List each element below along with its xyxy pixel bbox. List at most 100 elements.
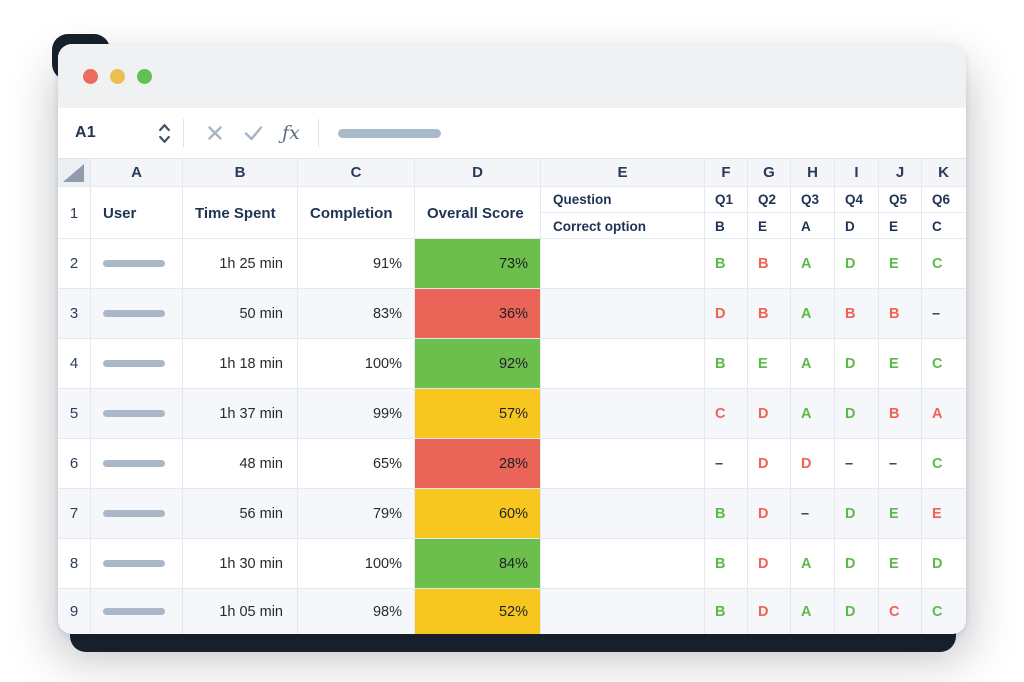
row-number[interactable]: 1: [58, 187, 91, 239]
user-cell[interactable]: [91, 589, 183, 634]
name-box-stepper-icon[interactable]: [158, 122, 171, 145]
answer-q4-cell[interactable]: D: [835, 489, 879, 538]
answer-q1-cell[interactable]: D: [705, 289, 748, 338]
completion-cell[interactable]: 91%: [298, 239, 415, 288]
row-number[interactable]: 3: [58, 289, 91, 338]
answer-q6-cell[interactable]: –: [932, 305, 941, 322]
time-spent-cell[interactable]: 1h 37 min: [183, 389, 298, 438]
answer-q5-cell[interactable]: E: [879, 239, 922, 288]
overall-score-cell[interactable]: 57%: [415, 389, 541, 438]
minimize-window-button[interactable]: [110, 68, 125, 84]
row-number[interactable]: 4: [58, 339, 91, 388]
overall-score-cell[interactable]: 28%: [415, 439, 541, 488]
overall-score-cell[interactable]: 52%: [415, 589, 541, 634]
notes-cell[interactable]: [541, 239, 705, 288]
answer-q3-cell[interactable]: –: [791, 489, 835, 538]
column-header-A[interactable]: A: [91, 159, 183, 186]
notes-cell[interactable]: [541, 289, 705, 338]
column-header-K[interactable]: K: [938, 164, 949, 181]
question-column-Q3[interactable]: Q3 A: [791, 187, 835, 239]
answer-q6-cell[interactable]: C: [932, 603, 943, 620]
completion-cell[interactable]: 65%: [298, 439, 415, 488]
close-window-button[interactable]: [83, 68, 98, 84]
answer-q3-cell[interactable]: D: [791, 439, 835, 488]
answer-q6-cell[interactable]: D: [932, 555, 943, 572]
answer-q1-cell[interactable]: B: [705, 589, 748, 634]
completion-cell[interactable]: 99%: [298, 389, 415, 438]
user-cell[interactable]: [91, 539, 183, 588]
question-column-Q2[interactable]: Q2 E: [748, 187, 791, 239]
time-spent-cell[interactable]: 50 min: [183, 289, 298, 338]
column-header-D[interactable]: D: [415, 159, 541, 186]
answer-q2-cell[interactable]: D: [748, 589, 791, 634]
notes-cell[interactable]: [541, 489, 705, 538]
column-header-J[interactable]: J: [879, 159, 922, 186]
answer-q1-cell[interactable]: C: [705, 389, 748, 438]
completion-cell[interactable]: 83%: [298, 289, 415, 338]
answer-q4-cell[interactable]: D: [835, 589, 879, 634]
answer-q5-cell[interactable]: E: [879, 339, 922, 388]
notes-cell[interactable]: [541, 339, 705, 388]
formula-input-placeholder[interactable]: [337, 128, 441, 138]
answer-q5-cell[interactable]: E: [879, 539, 922, 588]
answer-q6-cell[interactable]: C: [932, 455, 943, 472]
answer-q1-cell[interactable]: B: [705, 339, 748, 388]
notes-cell[interactable]: [541, 589, 705, 634]
completion-cell[interactable]: 98%: [298, 589, 415, 634]
completion-cell[interactable]: 100%: [298, 339, 415, 388]
overall-score-cell[interactable]: 60%: [415, 489, 541, 538]
time-spent-cell[interactable]: 1h 30 min: [183, 539, 298, 588]
answer-q2-cell[interactable]: E: [748, 339, 791, 388]
row-number[interactable]: 8: [58, 539, 91, 588]
answer-q5-cell[interactable]: B: [879, 389, 922, 438]
column-header-E[interactable]: E: [541, 159, 705, 186]
time-spent-cell[interactable]: 1h 18 min: [183, 339, 298, 388]
user-cell[interactable]: [91, 489, 183, 538]
overall-score-cell[interactable]: 84%: [415, 539, 541, 588]
question-column-Q6[interactable]: Q6 C: [922, 187, 965, 239]
answer-q2-cell[interactable]: B: [748, 239, 791, 288]
select-all-corner[interactable]: [58, 159, 91, 186]
answer-q6-cell[interactable]: C: [932, 255, 943, 272]
answer-q4-cell[interactable]: B: [835, 289, 879, 338]
answer-q3-cell[interactable]: A: [791, 389, 835, 438]
answer-q4-cell[interactable]: D: [835, 339, 879, 388]
answer-q4-cell[interactable]: D: [835, 539, 879, 588]
time-spent-cell[interactable]: 1h 05 min: [183, 589, 298, 634]
answer-q5-cell[interactable]: E: [879, 489, 922, 538]
row-number[interactable]: 6: [58, 439, 91, 488]
column-header-C[interactable]: C: [298, 159, 415, 186]
row-number[interactable]: 7: [58, 489, 91, 538]
answer-q3-cell[interactable]: A: [791, 289, 835, 338]
answer-q5-cell[interactable]: B: [879, 289, 922, 338]
time-spent-cell[interactable]: 1h 25 min: [183, 239, 298, 288]
row-number[interactable]: 2: [58, 239, 91, 288]
notes-cell[interactable]: [541, 389, 705, 438]
time-spent-cell[interactable]: 48 min: [183, 439, 298, 488]
completion-column-header[interactable]: Completion: [298, 187, 415, 239]
time-spent-column-header[interactable]: Time Spent: [183, 187, 298, 239]
answer-q1-cell[interactable]: –: [705, 439, 748, 488]
fx-function-icon[interactable]: ƒx: [282, 121, 300, 144]
column-header-G[interactable]: G: [748, 159, 791, 186]
question-column-Q5[interactable]: Q5 E: [879, 187, 922, 239]
answer-q2-cell[interactable]: D: [748, 389, 791, 438]
user-column-header[interactable]: User: [91, 187, 183, 239]
answer-q3-cell[interactable]: A: [791, 539, 835, 588]
overall-score-column-header[interactable]: Overall Score: [415, 187, 541, 239]
overall-score-cell[interactable]: 92%: [415, 339, 541, 388]
cancel-x-icon[interactable]: [205, 123, 225, 143]
answer-q3-cell[interactable]: A: [791, 239, 835, 288]
answer-q3-cell[interactable]: A: [791, 339, 835, 388]
time-spent-cell[interactable]: 56 min: [183, 489, 298, 538]
answer-q2-cell[interactable]: D: [748, 489, 791, 538]
answer-q4-cell[interactable]: D: [835, 239, 879, 288]
user-cell[interactable]: [91, 339, 183, 388]
answer-q6-cell[interactable]: A: [932, 405, 943, 422]
answer-q1-cell[interactable]: B: [705, 239, 748, 288]
overall-score-cell[interactable]: 36%: [415, 289, 541, 338]
user-cell[interactable]: [91, 289, 183, 338]
cell-name-box[interactable]: A1: [58, 108, 183, 158]
user-cell[interactable]: [91, 239, 183, 288]
answer-q5-cell[interactable]: –: [879, 439, 922, 488]
